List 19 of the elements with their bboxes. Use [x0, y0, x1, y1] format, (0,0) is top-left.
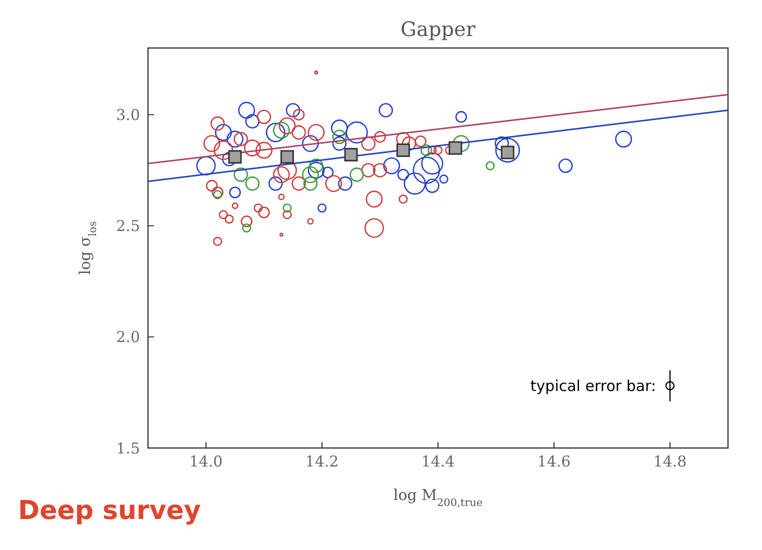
point: [280, 150, 294, 164]
annotation: typical error bar:: [530, 377, 656, 396]
y-tick-label: 2.0: [116, 328, 140, 346]
x-tick-label: 14.6: [537, 452, 571, 471]
x-axis-title: log M$_{200,true}$: [393, 486, 483, 509]
y-tick-label: 1.5: [116, 439, 140, 458]
x-tick-label: 14.0: [189, 452, 223, 471]
text: Deep survey: [18, 496, 201, 526]
point: [344, 148, 358, 162]
chart-title: Gapper: [400, 17, 476, 41]
point: [228, 150, 242, 164]
y-tick-label: 3.0: [116, 106, 140, 124]
x-tick-label: 14.8: [653, 452, 687, 471]
x-tick-label: 14.4: [421, 452, 455, 471]
point: [396, 143, 410, 157]
x-tick-label: 14.2: [305, 452, 339, 471]
point: [665, 381, 675, 390]
y-tick-label: 2.5: [116, 217, 140, 236]
point: [448, 141, 462, 155]
